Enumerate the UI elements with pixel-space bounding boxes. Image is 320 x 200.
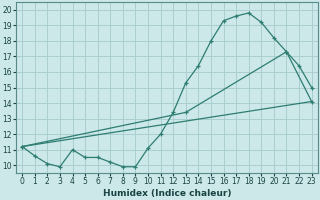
X-axis label: Humidex (Indice chaleur): Humidex (Indice chaleur) — [103, 189, 231, 198]
